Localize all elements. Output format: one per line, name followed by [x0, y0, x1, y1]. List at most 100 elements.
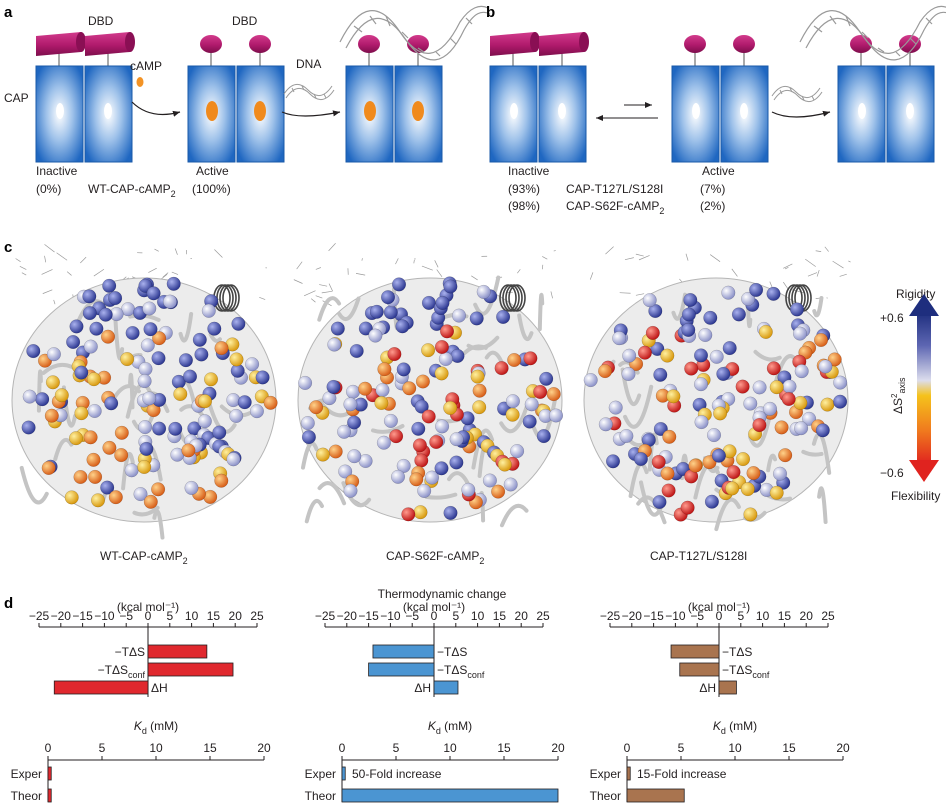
residue-sphere — [369, 304, 384, 319]
energy-bar — [147, 662, 234, 677]
residue-sphere — [139, 441, 154, 456]
residue-sphere — [249, 404, 264, 419]
residue-sphere — [434, 461, 449, 476]
kd-axis-label: Kd (mM) — [428, 719, 472, 736]
residue-sphere — [197, 414, 212, 429]
energy-tick-label: −15 — [72, 609, 93, 623]
cap-inactive-dimer-b — [489, 31, 590, 163]
ligand-bond — [550, 291, 553, 299]
energy-bar — [372, 644, 435, 659]
active-pct-b2: (2%) — [700, 199, 725, 213]
residue-sphere — [138, 361, 153, 377]
kd-d: d — [721, 726, 726, 736]
residue-sphere — [421, 409, 436, 424]
residue-sphere — [343, 397, 358, 412]
residue-sphere — [815, 423, 830, 438]
ribbon-strand — [537, 293, 545, 332]
scale-arrow-down — [909, 460, 939, 482]
residue-sphere — [684, 361, 699, 376]
residue-sphere — [87, 403, 102, 419]
term-main: −TΔS — [722, 663, 752, 677]
residue-sphere — [212, 425, 227, 440]
residue-sphere — [327, 337, 342, 352]
kd-tick-label: 0 — [339, 741, 346, 755]
residue-sphere — [401, 507, 416, 522]
residue-sphere — [377, 362, 392, 377]
residue-sphere — [731, 307, 746, 322]
residue-sphere — [693, 348, 709, 363]
residue-sphere — [752, 418, 767, 433]
ligand-bond — [44, 255, 47, 263]
residue-sphere — [721, 285, 736, 300]
residue-sphere — [309, 400, 324, 415]
residue-sphere — [434, 339, 449, 355]
residue-sphere — [533, 384, 548, 399]
residue-sphere — [435, 419, 450, 434]
term-sub: conf — [467, 670, 485, 680]
ligand-bond — [709, 254, 721, 262]
ligand-bond — [41, 269, 53, 275]
residue-sphere — [114, 425, 129, 440]
scale-bar — [917, 312, 931, 464]
kd-tick-label: 15 — [782, 741, 796, 755]
kd-row-label: Theor — [305, 789, 336, 803]
kd-unit: (mM) — [726, 719, 757, 733]
kd-tick-label: 10 — [728, 741, 742, 755]
residue-sphere — [833, 375, 848, 390]
inactive-pct-b2: (98%) — [508, 199, 540, 213]
residue-sphere — [510, 444, 525, 459]
residue-sphere — [735, 452, 751, 467]
residue-sphere — [522, 414, 537, 429]
kd-unit: (mM) — [441, 719, 472, 733]
ligand-bond — [436, 269, 443, 278]
kd-tick-label: 20 — [551, 741, 565, 755]
residue-sphere — [54, 388, 69, 403]
ribbon-strand — [132, 352, 143, 358]
ligand-bond — [784, 267, 789, 270]
cap-active-dimer-b — [671, 34, 769, 163]
residue-sphere — [86, 452, 101, 467]
residue-sphere — [376, 435, 391, 450]
residue-sphere — [263, 395, 278, 410]
kd-axis-label: Kd (mM) — [713, 719, 757, 736]
residue-sphere — [494, 361, 509, 376]
residue-sphere — [766, 361, 781, 376]
residue-sphere — [608, 400, 623, 415]
residue-sphere — [413, 505, 428, 520]
residue-sphere — [100, 329, 116, 344]
ribbon-strand — [766, 453, 778, 473]
energy-bar — [670, 644, 720, 659]
term-sub: conf — [128, 670, 146, 680]
kd-bar — [47, 788, 52, 803]
ligand-bond — [303, 290, 316, 297]
ribbon-strand — [748, 410, 773, 448]
residue-sphere — [411, 421, 426, 436]
residue-sphere — [203, 372, 219, 387]
structure-label-2: CAP-S62F-cAMP2 — [386, 549, 484, 566]
ligand-bond — [685, 253, 689, 261]
residue-sphere — [73, 469, 88, 485]
residue-sphere — [491, 484, 506, 499]
residue-sphere — [619, 428, 634, 444]
residue-sphere — [140, 338, 155, 353]
residue-sphere — [820, 397, 835, 412]
flexibility-scale: Rigidity +0.6 −0.6 Flexibility ΔS2axis — [880, 287, 940, 503]
residue-sphere — [470, 369, 485, 384]
panel-d: d Thermodynamic change (kcal mol⁻¹)−25 −2… — [4, 587, 850, 803]
residue-sphere — [347, 415, 362, 430]
residue-sphere — [229, 352, 244, 367]
panel-c: c WT-CAP-cAMP2 CAP-S62F-cAMP2 CAP-T127L/… — [4, 239, 940, 566]
residue-sphere — [722, 341, 737, 356]
binding-arrow-2 — [281, 110, 341, 117]
residue-sphere — [752, 380, 767, 395]
residue-sphere — [298, 375, 313, 390]
residue-sphere — [449, 432, 464, 447]
energy-tick-label: 0 — [145, 609, 152, 623]
ligand-bond — [731, 268, 738, 277]
ligand-bond — [619, 292, 631, 294]
ribbon-strand — [304, 499, 324, 524]
ligand-bond — [635, 293, 645, 296]
ligand-bond — [44, 244, 55, 253]
residue-sphere — [343, 483, 358, 498]
residue-sphere — [743, 396, 758, 411]
